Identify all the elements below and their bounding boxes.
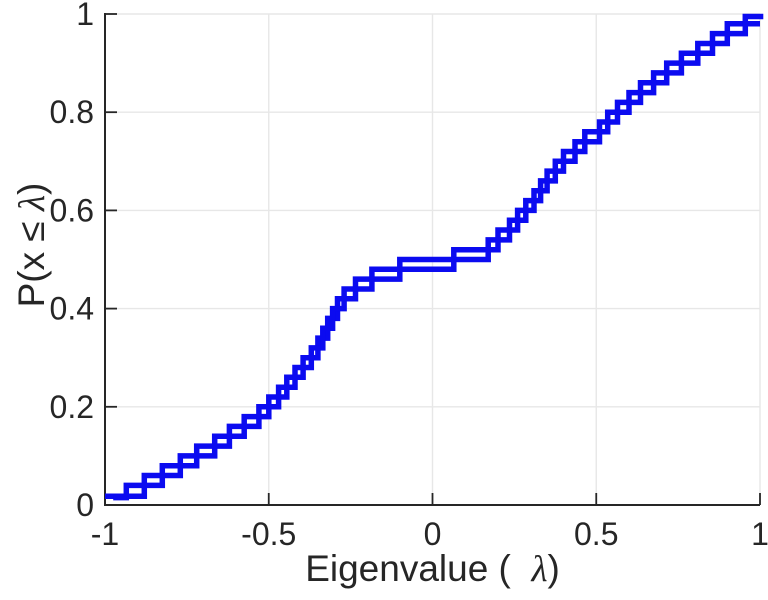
x-tick-label: 0 (424, 516, 442, 552)
y-axis-label-suffix: ) (11, 182, 53, 195)
x-axis-label: Eigenvalue ( λ) (105, 548, 760, 591)
y-tick-label: 0.8 (50, 94, 94, 130)
ecdf-step-line-2 (113, 13, 764, 501)
x-axis-label-suffix: ) (547, 548, 560, 589)
y-tick-label: 0.6 (50, 192, 94, 228)
y-tick-label: 0 (76, 487, 94, 523)
y-axis-label: P(x ≤ λ) (11, 182, 54, 308)
y-axis-label-text: P(x ≤ (11, 210, 53, 308)
x-tick-label: -0.5 (241, 516, 296, 552)
x-tick-label: 0.5 (574, 516, 618, 552)
lambda-symbol: λ (12, 194, 54, 211)
y-tick-label: 0.2 (50, 389, 94, 425)
x-tick-label: 1 (751, 516, 768, 552)
y-tick-label: 0.4 (50, 291, 94, 327)
x-axis-label-text: Eigenvalue ( (305, 548, 532, 589)
y-tick-label: 1 (76, 0, 94, 32)
lambda-symbol: λ (531, 549, 548, 590)
ecdf-step-line-1 (105, 21, 760, 499)
x-tick-label: -1 (91, 516, 119, 552)
